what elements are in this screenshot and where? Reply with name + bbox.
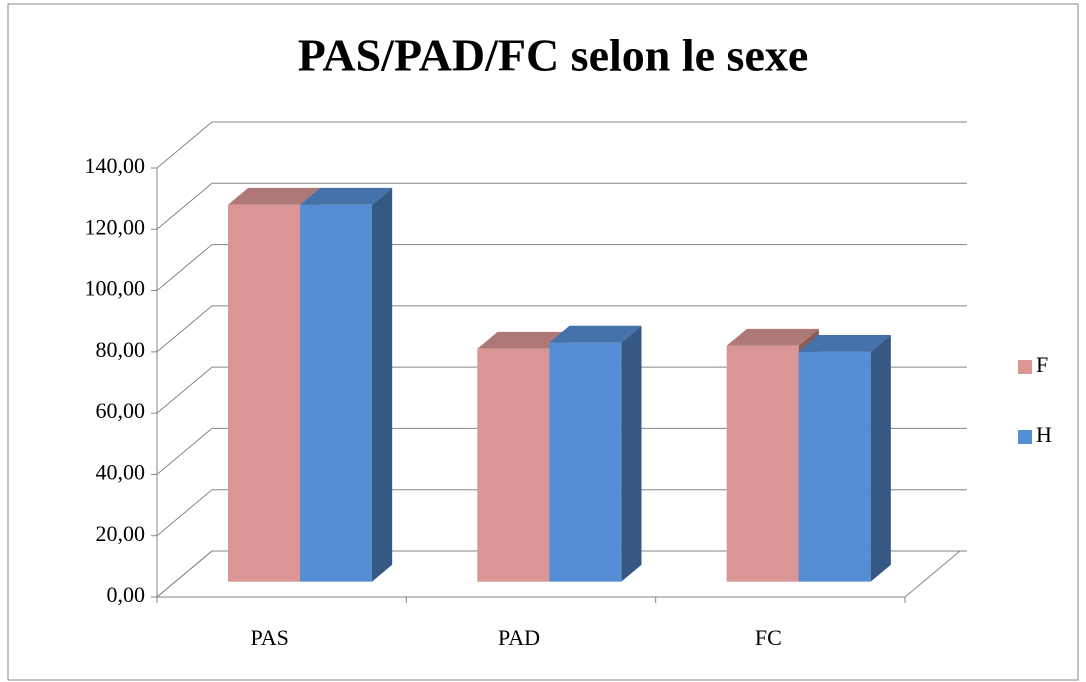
bar bbox=[477, 348, 550, 582]
bar-top bbox=[477, 331, 570, 349]
x-tick-label: PAS bbox=[250, 625, 288, 650]
bar bbox=[549, 342, 622, 582]
y-tick-label: 20,00 bbox=[96, 521, 146, 546]
grid-line bbox=[156, 489, 967, 537]
y-tick-label: 120,00 bbox=[85, 214, 146, 239]
bar bbox=[300, 204, 372, 582]
grid-line bbox=[156, 550, 967, 598]
grid-line bbox=[156, 305, 967, 353]
grid-line bbox=[156, 366, 967, 414]
legend-label: H bbox=[1036, 422, 1052, 447]
legend-swatch bbox=[1018, 430, 1032, 444]
y-tick-label: 140,00 bbox=[85, 153, 146, 178]
x-tick-label: PAD bbox=[498, 625, 540, 650]
bar-side bbox=[621, 325, 642, 582]
legend-swatch bbox=[1018, 360, 1032, 374]
grid-line bbox=[156, 182, 967, 230]
bar-top bbox=[300, 187, 393, 205]
bar bbox=[726, 345, 799, 582]
y-tick-label: 100,00 bbox=[85, 276, 146, 301]
legend-label: F bbox=[1036, 352, 1048, 377]
x-tick-label: FC bbox=[755, 625, 782, 650]
grid-line bbox=[156, 121, 967, 169]
bar-top bbox=[228, 187, 321, 205]
bar-side bbox=[870, 334, 891, 582]
bar-top bbox=[726, 328, 819, 346]
chart-title: PAS/PAD/FC selon le sexe bbox=[298, 30, 809, 81]
bar bbox=[228, 204, 300, 582]
grid-line bbox=[156, 427, 967, 475]
bar bbox=[798, 351, 871, 582]
y-tick-label: 60,00 bbox=[96, 398, 146, 423]
y-tick-label: 0,00 bbox=[107, 582, 146, 607]
grid-line bbox=[156, 244, 967, 291]
bar-side bbox=[372, 187, 393, 582]
bar-top bbox=[798, 334, 891, 352]
y-tick-label: 40,00 bbox=[96, 459, 146, 484]
y-tick-label: 80,00 bbox=[96, 337, 146, 362]
bar-top bbox=[549, 325, 642, 343]
